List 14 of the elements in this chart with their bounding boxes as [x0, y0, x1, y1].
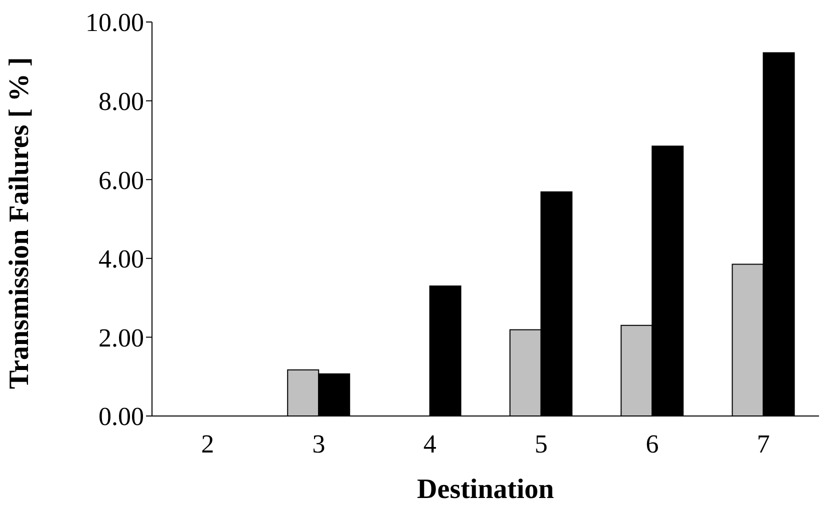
y-tick-label: 10.00: [86, 8, 144, 38]
y-tick-label: 0.00: [98, 402, 144, 432]
x-tick-label: 7: [756, 429, 770, 458]
x-tick-label: 2: [201, 429, 214, 458]
y-axis-title: Transmission Failures [ % ]: [4, 57, 35, 389]
x-tick-label: 5: [534, 429, 548, 458]
y-tick-label: 6.00: [98, 166, 144, 195]
x-tick-label: 3: [312, 429, 326, 458]
x-tick-label: 4: [423, 429, 436, 458]
y-tick-label: 2.00: [98, 323, 144, 352]
x-axis-title: Destination: [417, 474, 554, 505]
y-tick-label: 8.00: [98, 87, 144, 116]
x-tick-label: 6: [646, 429, 659, 458]
y-tick-label: 4.00: [98, 244, 144, 274]
